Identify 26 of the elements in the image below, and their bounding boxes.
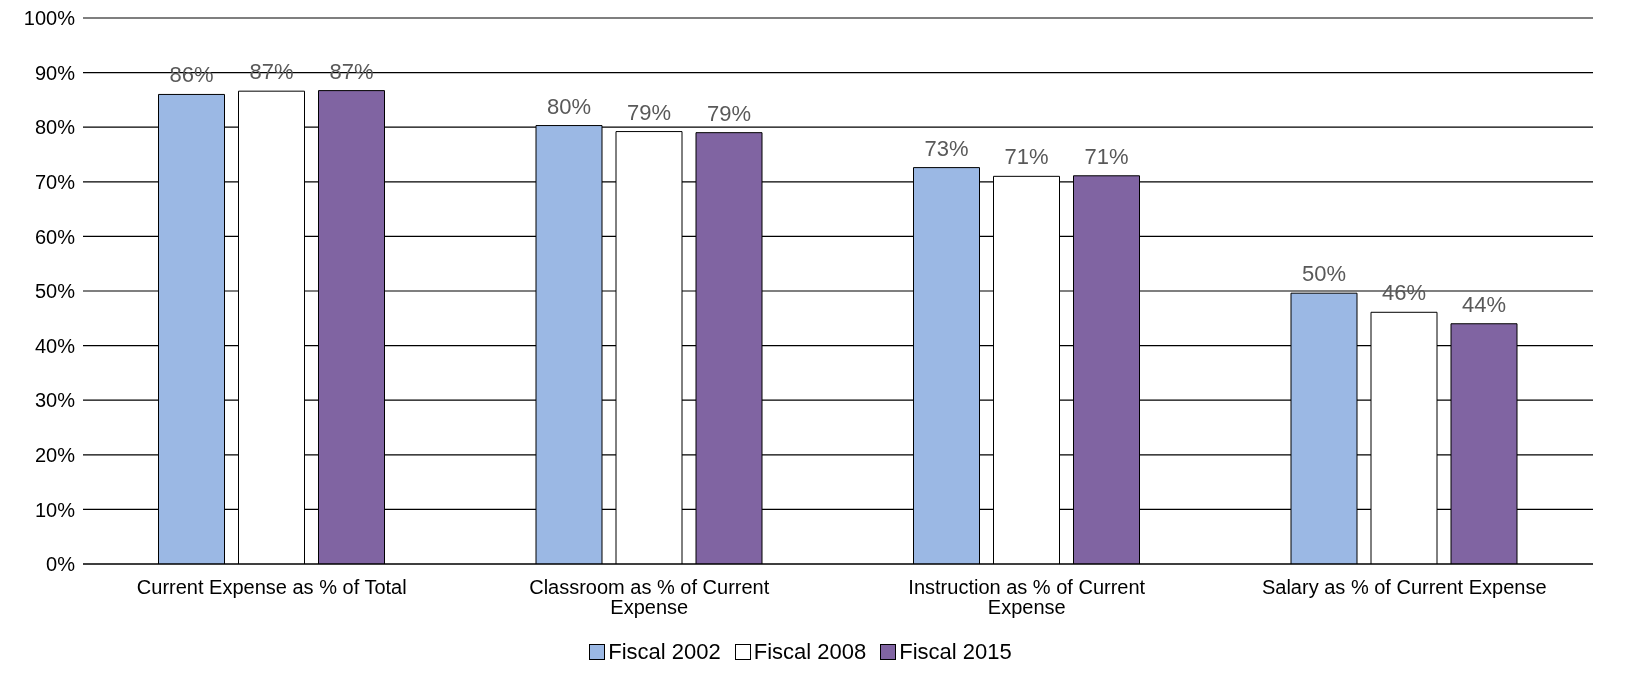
- y-tick-label: 80%: [34, 116, 76, 139]
- data-label: 80%: [546, 93, 592, 119]
- data-label: 44%: [1461, 291, 1507, 317]
- legend-label: Fiscal 2008: [753, 639, 867, 665]
- y-tick-label: 10%: [34, 498, 76, 521]
- legend-label: Fiscal 2015: [899, 639, 1012, 665]
- data-label: 79%: [626, 99, 672, 125]
- x-tick-label: Salary as % of Current Expense: [1261, 576, 1547, 599]
- y-tick-label: 30%: [34, 389, 76, 412]
- x-tick-label: Instruction as % of Current Expense: [908, 576, 1146, 619]
- data-label: 71%: [1004, 144, 1049, 170]
- x-tick-label: Classroom as % of Current Expense: [529, 576, 770, 619]
- legend-label: Fiscal 2002: [608, 639, 721, 665]
- y-tick-label: 70%: [34, 170, 76, 193]
- data-label: 71%: [1084, 143, 1129, 169]
- data-label: 50%: [1301, 261, 1347, 287]
- y-tick-label: 100%: [23, 7, 76, 30]
- data-label: 73%: [924, 135, 969, 161]
- y-tick-label: 40%: [34, 334, 76, 357]
- y-tick-label: 0%: [46, 553, 76, 576]
- x-tick-label: Current Expense as % of Total: [136, 576, 407, 599]
- y-tick-label: 50%: [34, 280, 76, 303]
- y-tick-label: 20%: [34, 443, 76, 466]
- data-label: 79%: [706, 100, 752, 126]
- y-tick-label: 90%: [34, 61, 76, 84]
- y-tick-label: 60%: [34, 225, 76, 248]
